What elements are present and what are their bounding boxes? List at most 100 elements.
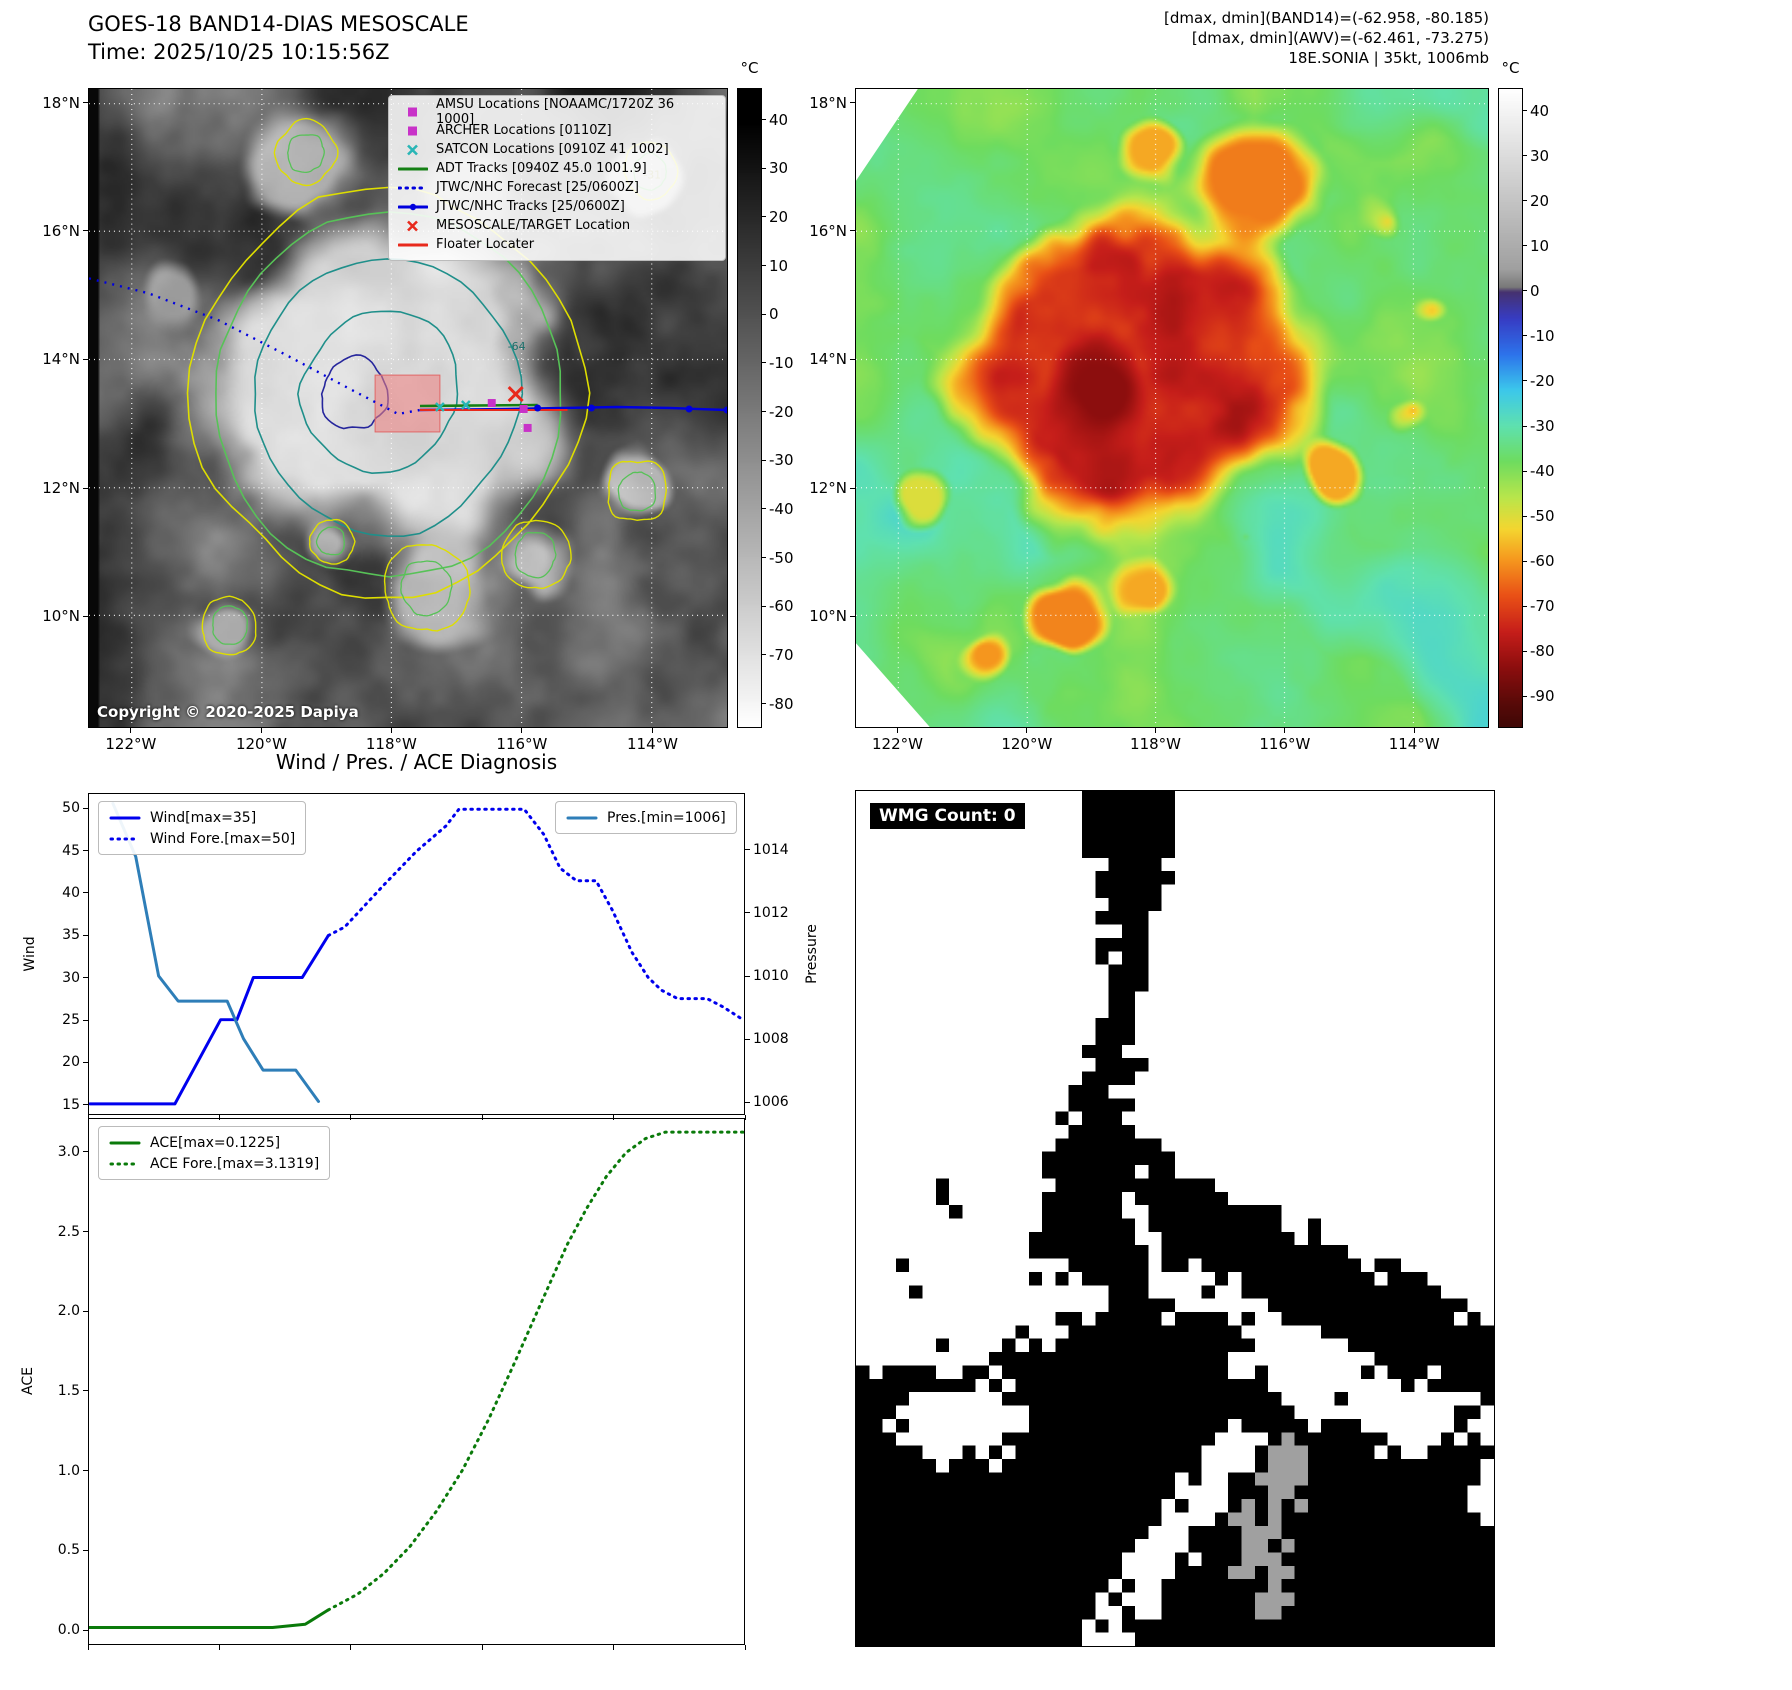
- colorbar-tick-label: -40: [1530, 462, 1555, 481]
- lat-tick-label: 18°N: [42, 93, 80, 112]
- legend-label: Wind[max=35]: [150, 809, 257, 826]
- amsu-marker: [487, 399, 496, 408]
- colorbar-tick-label: -40: [769, 499, 794, 518]
- axis-tick: [1523, 605, 1527, 607]
- lon-tick-label: 114°W: [1388, 735, 1440, 753]
- map-legend-label: JTWC/NHC Forecast [25/0600Z]: [436, 180, 639, 195]
- axis-tick: [1523, 335, 1527, 337]
- wind-tick-label: 40: [62, 884, 80, 901]
- awv-info-block: [dmax, dmin](BAND14)=(-62.958, -80.185) …: [989, 8, 1489, 68]
- colorbar-tick-label: -10: [769, 353, 794, 372]
- axis-tick: [83, 934, 88, 936]
- wind-tick-label: 20: [62, 1054, 80, 1071]
- awv-colorbar: [1498, 88, 1523, 728]
- track-point: [587, 404, 595, 412]
- axis-tick: [1155, 728, 1157, 733]
- awv-overlay: [856, 89, 1488, 727]
- colorbar-tick-label: -70: [769, 645, 794, 664]
- axis-tick: [83, 230, 88, 232]
- colorbar-tick-label: -80: [769, 694, 794, 713]
- legend-item: ACE Fore.[max=3.1319]: [109, 1153, 319, 1174]
- axis-tick: [83, 102, 88, 104]
- satcon-marker: [435, 402, 445, 412]
- colorbar-tick-label: -30: [769, 451, 794, 470]
- colorbar-tick-label: -60: [1530, 552, 1555, 571]
- lat-tick-label: 16°N: [42, 221, 80, 240]
- pressure-ylabel: Pressure: [804, 924, 820, 984]
- axis-tick: [83, 1061, 88, 1063]
- axis-tick: [130, 728, 132, 733]
- axis-tick: [83, 1310, 88, 1312]
- wind-legend: Wind[max=35] Wind Fore.[max=50]: [98, 801, 307, 855]
- lat-tick-label: 14°N: [809, 350, 847, 369]
- axis-tick: [1523, 110, 1527, 112]
- colorbar-tick-label: 10: [769, 256, 789, 275]
- colorbar-tick-label: -50: [769, 548, 794, 567]
- pressure-tick-label: 1014: [753, 841, 789, 858]
- ace-tick-label: 2.5: [57, 1223, 80, 1240]
- legend-label: Pres.[min=1006]: [607, 809, 726, 826]
- axis-tick: [260, 728, 262, 733]
- axis-tick: [613, 1115, 615, 1120]
- axis-tick: [350, 1115, 352, 1120]
- axis-tick: [218, 1115, 220, 1120]
- obs-markers: [435, 386, 532, 432]
- lat-tick-label: 16°N: [809, 221, 847, 240]
- axis-tick: [745, 849, 750, 851]
- axis-tick: [83, 977, 88, 979]
- map-legend-label: JTWC/NHC Tracks [25/0600Z]: [436, 199, 625, 214]
- wind-tick-label: 50: [62, 800, 80, 817]
- axis-tick: [83, 358, 88, 360]
- colorbar-tick-label: -50: [1530, 507, 1555, 526]
- axis-tick: [481, 1115, 483, 1120]
- axis-tick: [1284, 728, 1286, 733]
- ace-tick-label: 1.0: [57, 1462, 80, 1479]
- colorbar-tick-label: 30: [1530, 146, 1550, 165]
- pressure-tick-label: 1008: [753, 1031, 789, 1048]
- ace-plot: [89, 1130, 744, 1629]
- series-observed: [89, 1608, 330, 1629]
- colorbar-tick-label: 40: [1530, 101, 1550, 120]
- map-legend-label: SATCON Locations [0910Z 41 1002]: [436, 142, 669, 157]
- track-point: [685, 405, 693, 413]
- awv-map-panel: [855, 88, 1489, 728]
- series-forecast: [326, 807, 744, 1022]
- series-observed: [89, 934, 330, 1106]
- ace-tick-label: 0.5: [57, 1542, 80, 1559]
- colorbar-tick-label: 0: [1530, 281, 1540, 300]
- solid-legend-sample: [109, 816, 141, 819]
- series-observed: [111, 801, 321, 1103]
- lon-tick-label: 116°W: [496, 735, 548, 753]
- ace-tick-label: 0.0: [57, 1622, 80, 1639]
- axis-tick: [850, 487, 855, 489]
- line-legend-sample: [398, 167, 428, 170]
- lon-tick-label: 120°W: [235, 735, 287, 753]
- wind-tick-label: 30: [62, 969, 80, 986]
- map-legend-item: ARCHER Locations [0110Z]: [398, 121, 716, 140]
- map-legend-label: AMSU Locations [NOAAMC/1720Z 36 1000]: [436, 96, 675, 127]
- axis-tick: [613, 1645, 615, 1650]
- projection-corner: [856, 89, 918, 181]
- axis-tick: [744, 1645, 746, 1650]
- lon-tick-label: 114°W: [626, 735, 678, 753]
- lat-tick-label: 10°N: [809, 607, 847, 625]
- axis-tick: [350, 1645, 352, 1650]
- copyright-label: Copyright © 2020-2025 Dapiya: [97, 703, 359, 721]
- band14-colorbar-unit: °C: [740, 59, 759, 77]
- band14-panel-time: Time: 2025/10/25 10:15:56Z: [88, 40, 390, 64]
- axis-tick: [762, 654, 766, 656]
- band14-colorbar-gradient: [738, 89, 761, 727]
- mesoscale-target-box: [374, 374, 441, 433]
- band14-panel-title: GOES-18 BAND14-DIAS MESOSCALE: [88, 12, 469, 36]
- wmg-panel: WMG Count: 0: [855, 790, 1495, 1647]
- axis-tick: [1413, 728, 1415, 733]
- colorbar-tick-label: -80: [1530, 642, 1555, 661]
- awv-satellite-image: [856, 89, 1488, 727]
- axis-tick: [762, 167, 766, 169]
- axis-tick: [762, 605, 766, 607]
- series-forecast: [326, 1130, 744, 1612]
- axis-tick: [850, 358, 855, 360]
- ace-tick-label: 2.0: [57, 1303, 80, 1320]
- axis-tick: [745, 912, 750, 914]
- axis-tick: [762, 362, 766, 364]
